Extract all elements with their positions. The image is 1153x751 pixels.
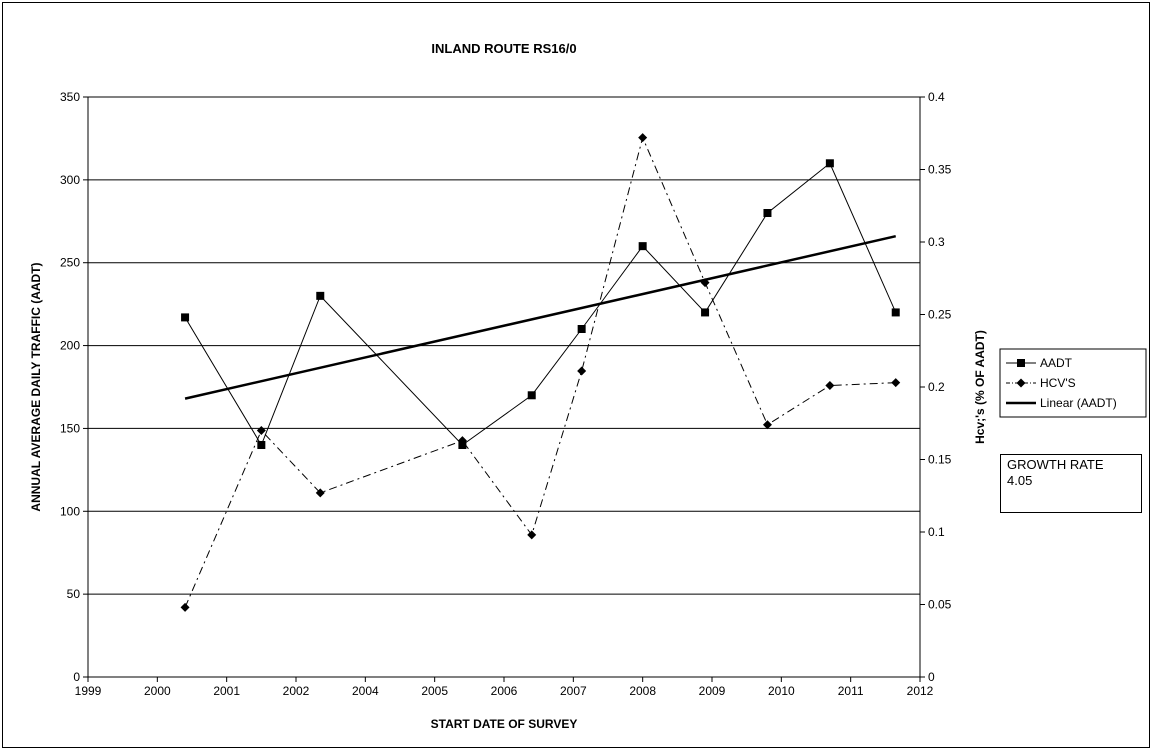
y-tick-label-4: 200 <box>60 339 80 353</box>
y-tick-label-6: 300 <box>60 173 80 187</box>
series-0-point-9 <box>825 159 834 168</box>
series-0-point-2 <box>316 291 325 300</box>
legend-label-2: Linear (AADT) <box>1040 396 1117 410</box>
series-line-2 <box>184 234 897 400</box>
series-0 <box>181 159 900 449</box>
x-tick-label-1: 2000 <box>144 684 171 698</box>
y-tick-label-2: 100 <box>60 504 80 518</box>
series-1-point-8 <box>762 420 772 430</box>
y2-tick-label-4: 0.2 <box>928 380 945 394</box>
y2-tick-label-0: 0 <box>928 670 935 684</box>
series-1-point-5 <box>577 366 587 376</box>
series-1-point-6 <box>638 133 648 143</box>
y-tick-label-5: 250 <box>60 256 80 270</box>
y2-axis-label: Hcv;'s (% OF AADT) <box>973 330 987 444</box>
x-tick-label-0: 1999 <box>75 684 102 698</box>
labels: 0 50 100 150 200 250 300 350 0 0.05 0.1 0.15 0.2 0.25… <box>29 41 987 731</box>
series-1-point-4 <box>527 530 537 540</box>
x-tick-label-6: 2006 <box>491 684 518 698</box>
x-tick-label-12: 2012 <box>907 684 934 698</box>
y-tick-label-7: 350 <box>60 90 80 104</box>
series-1-point-0 <box>180 602 190 612</box>
x-tick-label-5: 2005 <box>421 684 448 698</box>
gridlines <box>88 96 920 595</box>
series-0-point-8 <box>763 209 772 217</box>
series-line-1 <box>184 136 896 608</box>
y2-tick-label-7: 0.35 <box>928 163 952 177</box>
series-1-point-2 <box>315 488 325 498</box>
chart-title: INLAND ROUTE RS16/0 <box>431 41 576 56</box>
y2-tick-label-8: 0.4 <box>928 90 945 104</box>
axes <box>83 96 925 682</box>
x-tick-label-8: 2008 <box>629 684 656 698</box>
y-tick-label-3: 150 <box>60 421 80 435</box>
y2-tick-label-3: 0.15 <box>928 453 952 467</box>
series-0-point-6 <box>638 242 647 251</box>
series-1-point-1 <box>256 426 266 435</box>
y-tick-label-0: 0 <box>73 670 80 684</box>
series-0-point-0 <box>181 313 190 322</box>
x-tick-label-9: 2009 <box>699 684 726 698</box>
growth-rate-box: GROWTH RATE 4.05 <box>1000 454 1142 513</box>
x-tick-label-4: 2004 <box>352 684 379 698</box>
x-tick-label-10: 2010 <box>768 684 795 698</box>
x-tick-label-3: 2002 <box>283 684 310 698</box>
legend: AADT HCV'S Linear (AADT) <box>999 348 1147 418</box>
legend-label-0: AADT <box>1040 356 1073 370</box>
series-1-point-9 <box>825 381 835 391</box>
x-axis-label: START DATE OF SURVEY <box>431 717 578 731</box>
x-tick-label-7: 2007 <box>560 684 587 698</box>
y-axis-label: ANNUAL AVERAGE DAILY TRAFFIC (AADT) <box>29 262 43 511</box>
series-1-point-10 <box>891 378 901 388</box>
x-tick-label-2: 2001 <box>213 684 240 698</box>
series-line-0 <box>184 162 897 447</box>
series-2 <box>184 234 897 400</box>
legend-marker-0 <box>1017 359 1025 367</box>
x-tick-label-11: 2011 <box>838 684 864 698</box>
series-0-point-4 <box>527 391 536 400</box>
legend-label-1: HCV'S <box>1040 376 1076 390</box>
series-1 <box>180 133 901 612</box>
y2-tick-label-6: 0.3 <box>928 235 945 249</box>
series-1-point-3 <box>457 436 467 446</box>
growth-rate-value: 4.05 <box>1007 473 1033 488</box>
y-tick-label-1: 50 <box>67 587 81 601</box>
series-layer <box>180 133 901 612</box>
series-0-point-1 <box>257 441 266 449</box>
growth-rate-label: GROWTH RATE <box>1007 457 1104 472</box>
series-0-point-7 <box>701 308 710 317</box>
legend-marker-1 <box>1016 378 1026 388</box>
y2-tick-label-2: 0.1 <box>928 525 945 539</box>
series-0-point-5 <box>577 325 586 333</box>
y2-tick-label-1: 0.05 <box>928 598 952 612</box>
series-0-point-10 <box>891 308 900 317</box>
y2-tick-label-5: 0.25 <box>928 308 952 322</box>
